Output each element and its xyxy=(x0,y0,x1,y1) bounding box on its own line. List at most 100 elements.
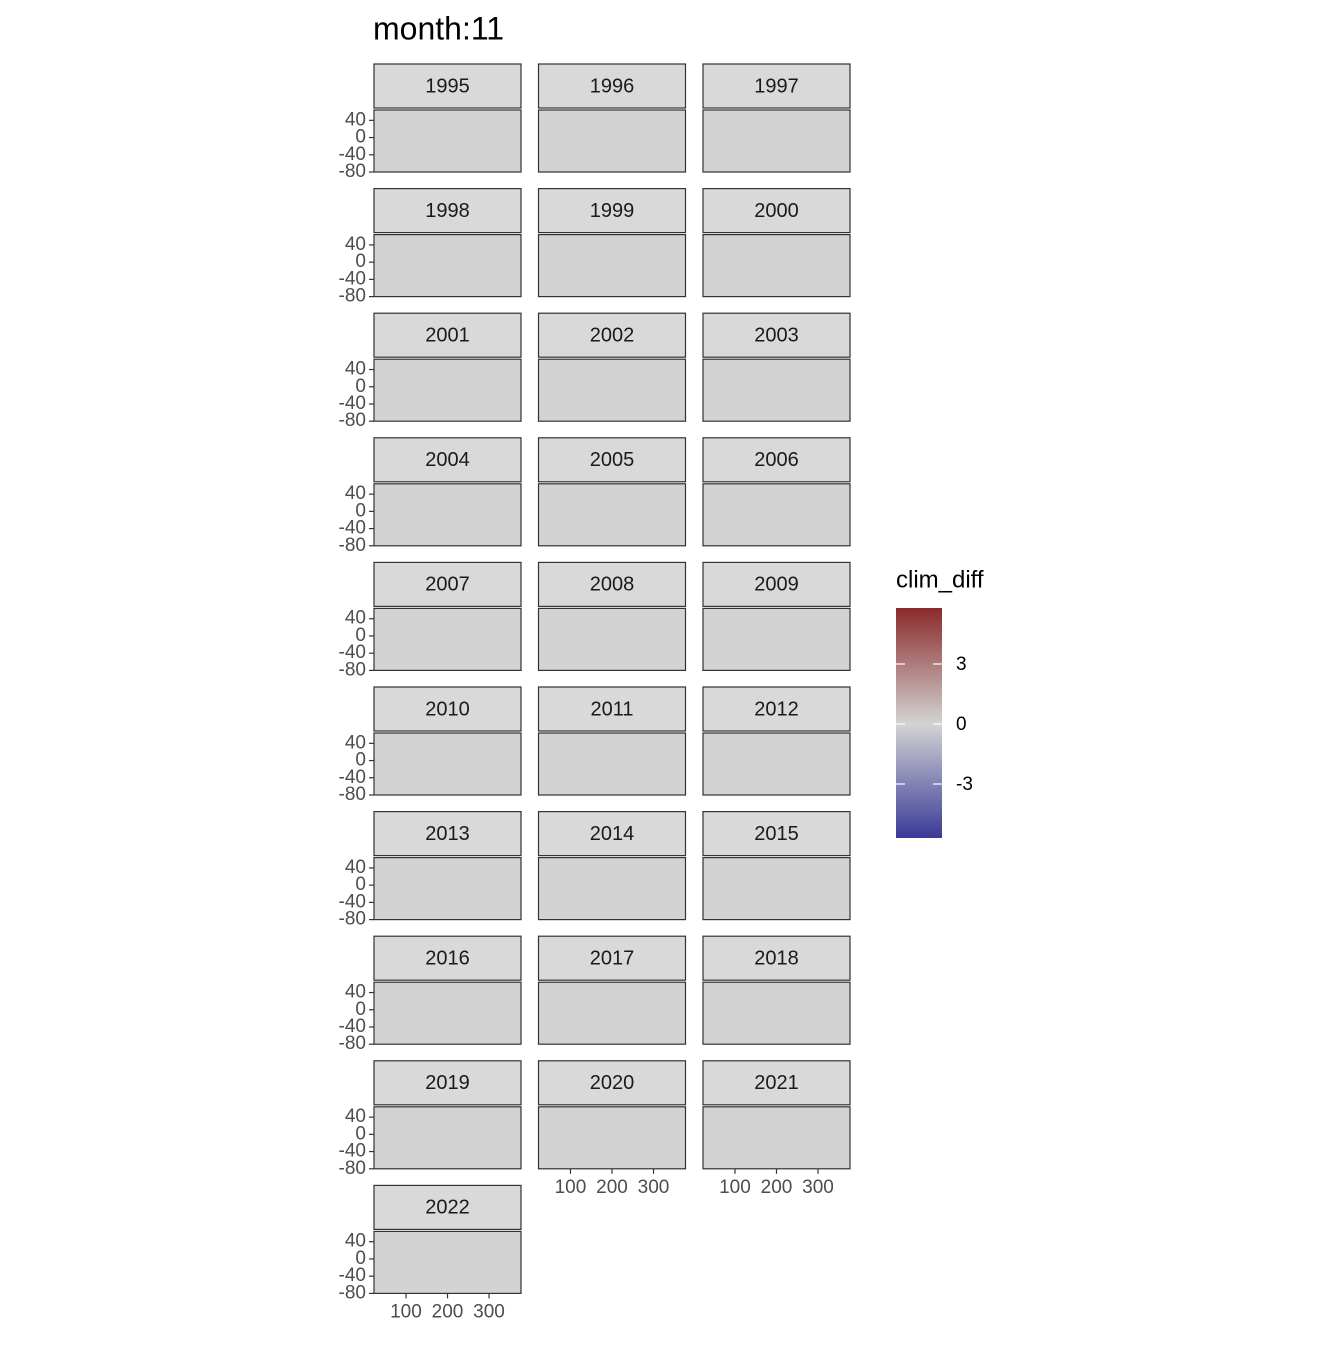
strip xyxy=(537,810,687,857)
y-tick-label: 40 xyxy=(345,732,366,753)
panel xyxy=(373,981,522,1045)
y-tick-label: 0 xyxy=(355,500,366,521)
y-tick-label: 40 xyxy=(345,1231,366,1252)
strip-label: 2018 xyxy=(754,947,799,969)
strip xyxy=(373,437,522,483)
x-tick-label: 300 xyxy=(802,1177,834,1198)
x-tick-label: 100 xyxy=(719,1177,751,1198)
strip-label: 2007 xyxy=(425,574,470,596)
y-tick-label: -40 xyxy=(339,1265,366,1286)
strip-label: 2000 xyxy=(754,200,799,222)
y-tick-label: 0 xyxy=(355,376,366,397)
strip xyxy=(702,1060,851,1106)
strip-label: 2002 xyxy=(590,324,635,346)
y-tick-label: 40 xyxy=(345,857,366,878)
strip xyxy=(537,188,687,234)
panel xyxy=(537,981,687,1045)
strip-label: 2001 xyxy=(425,324,470,346)
strip xyxy=(702,561,851,608)
strip-label: 2021 xyxy=(754,1072,799,1094)
panel xyxy=(373,732,522,796)
strip-label: 2016 xyxy=(425,947,470,969)
strip xyxy=(373,1184,522,1231)
strip-label: 1996 xyxy=(590,75,635,97)
y-tick-label: -80 xyxy=(339,1282,366,1303)
y-tick-label: -40 xyxy=(339,1016,366,1037)
strip-label: 2011 xyxy=(590,698,633,720)
strip xyxy=(537,686,687,732)
legend-title: clim_diff xyxy=(896,566,984,593)
strip xyxy=(373,810,522,857)
strip xyxy=(373,686,522,732)
legend-tick-label: 0 xyxy=(956,714,967,735)
strip xyxy=(702,437,851,483)
y-tick-label: -80 xyxy=(339,1033,366,1054)
panel xyxy=(537,483,687,547)
y-tick-label: 40 xyxy=(345,109,366,130)
y-tick-label: -40 xyxy=(339,268,366,289)
panel xyxy=(702,732,851,796)
y-tick-label: 40 xyxy=(345,982,366,1003)
strip xyxy=(373,188,522,234)
strip xyxy=(373,561,522,608)
strip-label: 2010 xyxy=(425,698,470,720)
y-tick-label: 0 xyxy=(355,1248,366,1269)
x-tick-label: 300 xyxy=(638,1177,670,1198)
strip xyxy=(537,561,687,608)
x-tick-label: 200 xyxy=(596,1177,628,1198)
panel xyxy=(373,1106,522,1170)
panel xyxy=(373,856,522,921)
panel xyxy=(702,358,851,422)
strip-label: 2017 xyxy=(590,947,635,969)
y-tick-label: -80 xyxy=(339,286,366,307)
panel xyxy=(537,1106,687,1170)
strip-label: 2015 xyxy=(754,823,799,845)
colorbar xyxy=(896,608,942,838)
panel xyxy=(702,483,851,547)
y-tick-label: -80 xyxy=(339,410,366,431)
strip xyxy=(702,188,851,234)
panel xyxy=(373,1230,522,1295)
x-tick-label: 200 xyxy=(432,1301,464,1322)
strip-label: 2006 xyxy=(754,449,799,471)
strip-label: 2008 xyxy=(590,574,635,596)
y-tick-label: 40 xyxy=(345,234,366,255)
strip-label: 1998 xyxy=(425,200,470,222)
y-tick-label: -80 xyxy=(339,535,366,556)
y-tick-label: 40 xyxy=(345,608,366,629)
legend-tick-label: 3 xyxy=(956,654,967,675)
strip-label: 2013 xyxy=(425,823,470,845)
y-tick-label: -40 xyxy=(339,767,366,788)
panel xyxy=(537,732,687,796)
y-tick-label: 0 xyxy=(355,1123,366,1144)
y-tick-label: -40 xyxy=(339,144,366,165)
panel xyxy=(373,109,522,173)
strip xyxy=(537,935,687,981)
strip xyxy=(537,1060,687,1106)
strip-label: 2004 xyxy=(425,449,470,471)
strip xyxy=(373,312,522,358)
strip xyxy=(702,63,851,109)
chart-title: month:11 xyxy=(373,10,504,46)
strip-label: 1997 xyxy=(754,75,799,97)
y-tick-label: -40 xyxy=(339,393,366,414)
panel xyxy=(537,607,687,672)
strip-label: 2020 xyxy=(590,1072,635,1094)
strip xyxy=(702,935,851,981)
strip-label: 2009 xyxy=(754,574,799,596)
strip-label: 2012 xyxy=(754,698,799,720)
panel xyxy=(702,856,851,921)
strip xyxy=(537,63,687,109)
y-tick-label: 40 xyxy=(345,1106,366,1127)
strip xyxy=(702,810,851,857)
strip xyxy=(702,686,851,732)
strip-label: 2005 xyxy=(590,449,635,471)
panel xyxy=(702,1106,851,1170)
y-tick-label: 0 xyxy=(355,999,366,1020)
y-tick-label: -80 xyxy=(339,784,366,805)
strip-label: 2022 xyxy=(425,1197,470,1219)
strip xyxy=(537,437,687,483)
y-tick-label: 0 xyxy=(355,251,366,272)
strip-label: 1999 xyxy=(590,200,635,222)
strip xyxy=(373,935,522,981)
